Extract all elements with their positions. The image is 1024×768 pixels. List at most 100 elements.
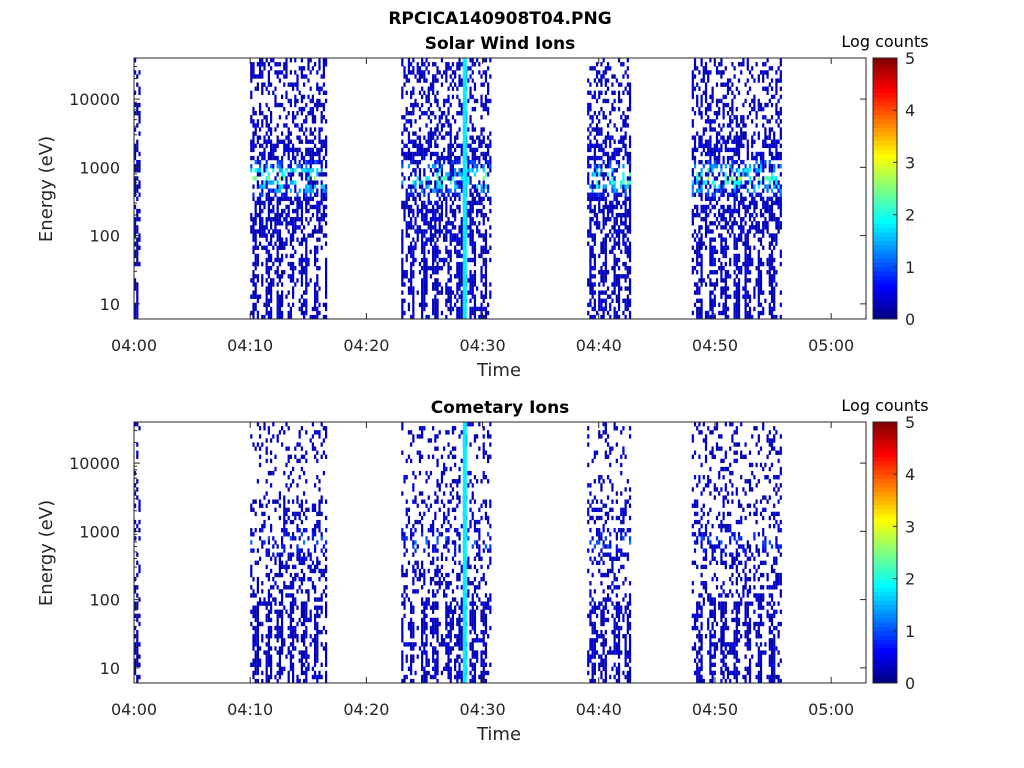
spectrogram-cell [624, 249, 627, 255]
spectrogram-cell [606, 294, 610, 299]
spectrogram-cell [762, 155, 765, 161]
spectrogram-cell [269, 241, 273, 246]
spectrogram-cell [755, 200, 758, 206]
spectrogram-cell [138, 131, 141, 136]
spectrogram-cell [300, 581, 303, 586]
spectrogram-cell [267, 589, 270, 594]
spectrogram-cell [305, 265, 308, 271]
spectrogram-cell [759, 282, 763, 287]
spectrogram-cell [294, 184, 297, 189]
spectrogram-cell [252, 176, 255, 181]
spectrogram-cell [458, 58, 461, 63]
spectrogram-cell [322, 196, 325, 202]
spectrogram-cell [764, 208, 767, 214]
spectrogram-cell [320, 139, 323, 144]
spectrogram-cell [478, 180, 481, 185]
spectrogram-cell [436, 102, 439, 108]
spectrogram-cell [289, 593, 292, 598]
spectrogram-cell [757, 78, 760, 83]
spectrogram-cell [410, 119, 413, 124]
spectrogram-cell [473, 106, 477, 112]
spectrogram-cell [729, 147, 732, 153]
spectrogram-cell [287, 646, 290, 651]
spectrogram-cell [707, 102, 710, 108]
spectrogram-cell [775, 221, 778, 226]
spectrogram-cell [267, 90, 270, 96]
spectrogram-cell [287, 593, 290, 598]
spectrogram-cell [280, 638, 284, 643]
spectrogram-cell [628, 314, 632, 320]
spectrogram-cell [425, 261, 428, 267]
spectrogram-cell [291, 286, 295, 291]
spectrogram-cell [410, 192, 413, 197]
spectrogram-cell [458, 172, 461, 177]
spectrogram-cell [611, 208, 614, 214]
colorbar-segment [873, 114, 897, 120]
spectrogram-cell [136, 143, 139, 149]
spectrogram-cell [724, 225, 727, 230]
spectrogram-cell [291, 597, 295, 602]
spectrogram-cell [136, 302, 139, 308]
spectrogram-cell [280, 155, 284, 161]
spectrogram-cell [280, 617, 284, 623]
spectrogram-cell [704, 127, 708, 132]
spectrogram-cell [473, 62, 477, 67]
spectrogram-cell [617, 164, 621, 169]
spectrogram-cell [735, 286, 738, 291]
spectrogram-cell [460, 298, 463, 303]
spectrogram-cell [724, 241, 727, 246]
spectrogram-cell [626, 286, 629, 291]
spectrogram-cell [467, 168, 470, 173]
spectrogram-cell [309, 159, 312, 165]
spectrogram-cell [322, 82, 325, 87]
spectrogram-cell [757, 257, 760, 263]
spectrogram-cell [587, 78, 590, 83]
spectrogram-cell [696, 204, 699, 210]
spectrogram-cell [283, 605, 286, 610]
spectrogram-cell [602, 306, 605, 312]
spectrogram-cell [309, 176, 312, 181]
spectrogram-cell [324, 151, 328, 157]
spectrogram-cell [134, 666, 137, 672]
spectrogram-cell [274, 270, 277, 275]
spectrogram-cell [467, 78, 470, 83]
spectrogram-cell [447, 131, 450, 136]
spectrogram-cell [613, 306, 616, 312]
spectrogram-cell [136, 286, 139, 291]
spectrogram-cell [482, 102, 485, 108]
spectrogram-cell [136, 450, 139, 455]
spectrogram-cell [261, 225, 264, 230]
spectrogram-cell [759, 168, 763, 173]
spectrogram-cell [777, 66, 780, 71]
spectrogram-cell [742, 217, 745, 222]
spectrogram-cell [405, 74, 408, 79]
spectrogram-cell [414, 151, 417, 157]
spectrogram-cell [136, 123, 139, 128]
spectrogram-cell [704, 90, 708, 96]
spectrogram-cell [628, 253, 632, 259]
spectrogram-cell [613, 270, 616, 275]
spectrogram-cell [589, 225, 592, 230]
spectrogram-cell [283, 147, 286, 153]
spectrogram-cell [693, 143, 697, 149]
spectrogram-cell [252, 638, 255, 643]
spectrogram-cell [724, 310, 727, 316]
spectrogram-cell [733, 208, 736, 214]
spectrogram-cell [447, 188, 450, 193]
spectrogram-cell [252, 245, 255, 250]
spectrogram-cell [766, 102, 769, 108]
spectrogram-cell [766, 229, 769, 234]
spectrogram-cell [757, 294, 760, 299]
spectrogram-cell [418, 261, 422, 267]
spectrogram-cell [272, 261, 275, 267]
spectrogram-cell [267, 593, 270, 598]
spectrogram-cell [313, 257, 317, 263]
spectrogram-cell [316, 98, 319, 104]
spectrogram-cell [762, 143, 765, 149]
spectrogram-cell [134, 302, 137, 308]
spectrogram-cell [447, 290, 450, 295]
spectrogram-cell [762, 106, 765, 112]
spectrogram-cell [261, 511, 264, 517]
spectrogram-cell [768, 270, 771, 275]
spectrogram-cell [591, 172, 594, 177]
